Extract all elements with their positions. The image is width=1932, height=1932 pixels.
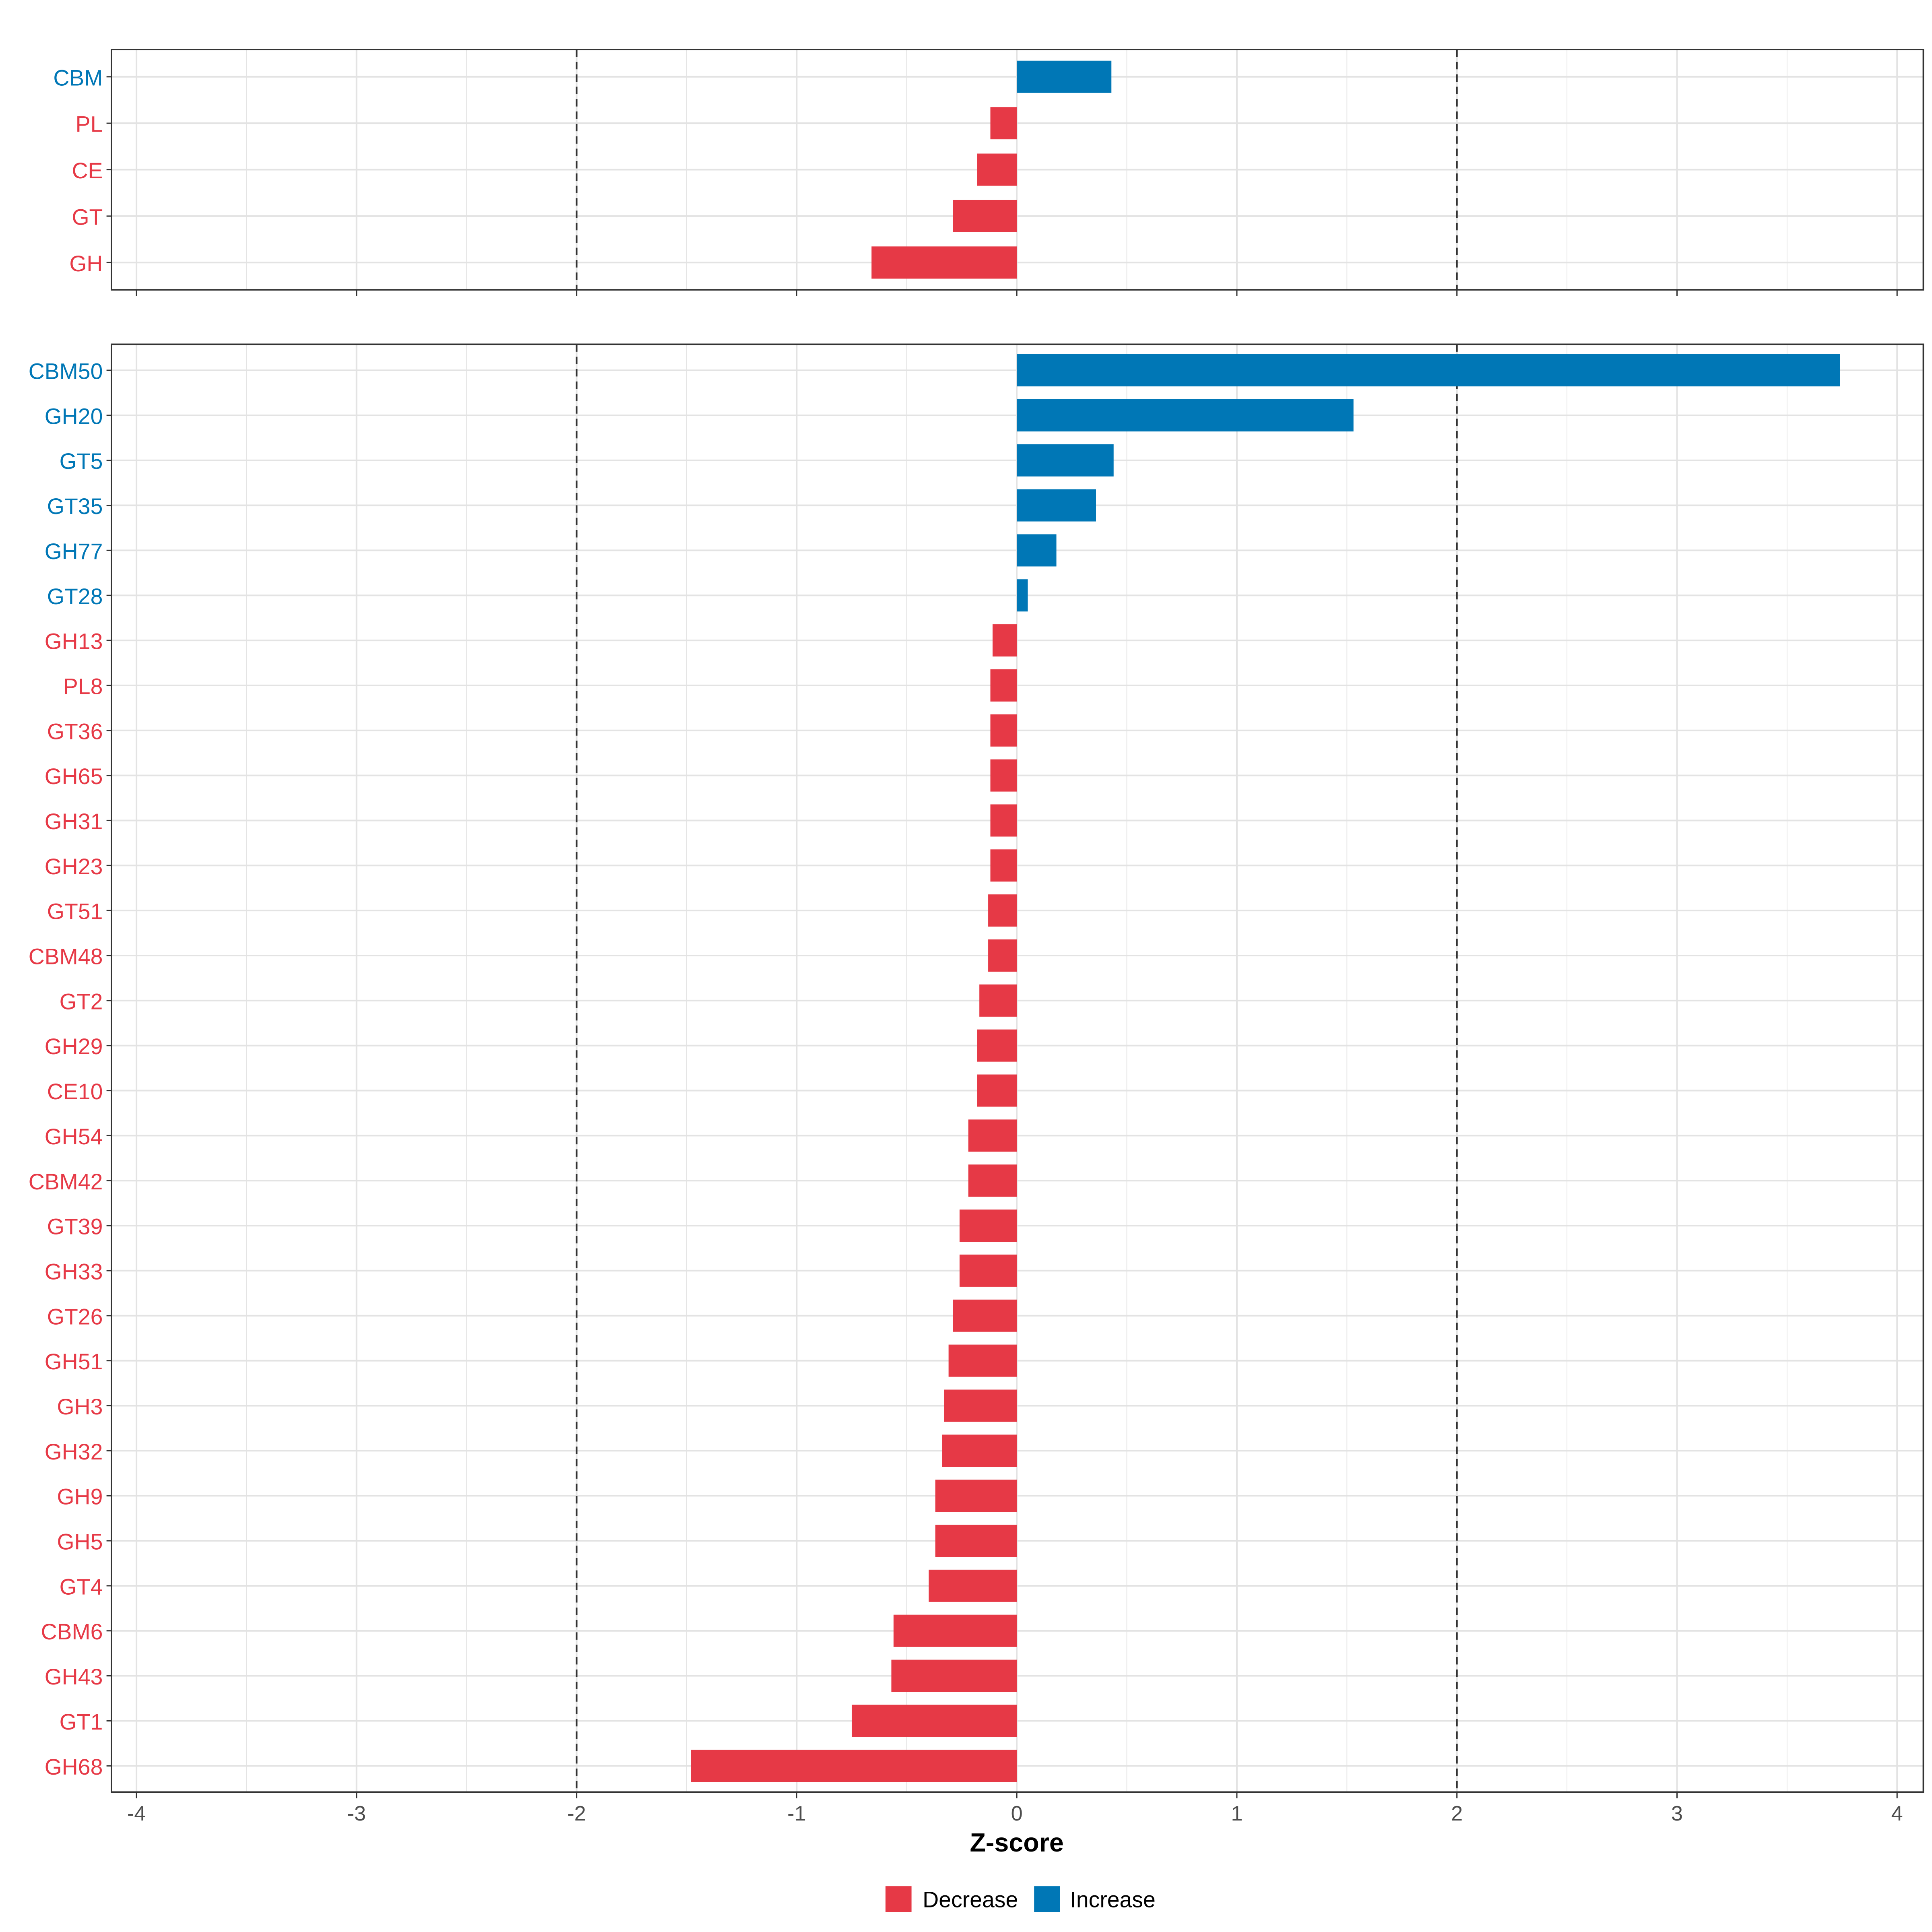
category-label: GH32 bbox=[45, 1439, 103, 1464]
bar-GH23 bbox=[990, 849, 1017, 882]
x-tick-label: 0 bbox=[1011, 1802, 1023, 1825]
category-label: CBM bbox=[53, 65, 103, 90]
category-label: GH3 bbox=[57, 1394, 103, 1419]
bar-GT1 bbox=[852, 1705, 1017, 1737]
bar-GH77 bbox=[1017, 534, 1057, 567]
category-label: GH9 bbox=[57, 1484, 103, 1509]
category-label: CBM6 bbox=[41, 1619, 103, 1644]
category-label: GH31 bbox=[45, 809, 103, 834]
bar-GH5 bbox=[935, 1525, 1017, 1557]
category-label: GT1 bbox=[60, 1709, 103, 1734]
x-tick-label: 3 bbox=[1671, 1802, 1683, 1825]
category-label: GH bbox=[69, 251, 103, 276]
bar-GT36 bbox=[990, 714, 1017, 747]
category-label: CE bbox=[72, 158, 103, 183]
bar-GH43 bbox=[891, 1660, 1017, 1692]
panel-bottom: CBM50 GH20 GT5 GT35 GH77 GT28 GH13 PL8 GT36 GH65 G… bbox=[29, 343, 1924, 1798]
bar-CBM bbox=[1017, 60, 1112, 93]
bar-GT28 bbox=[1017, 579, 1028, 612]
bar-GH68 bbox=[691, 1750, 1017, 1782]
x-tick-label: -2 bbox=[567, 1802, 586, 1825]
x-tick-label: 2 bbox=[1451, 1802, 1463, 1825]
bar-GH31 bbox=[990, 804, 1017, 837]
category-label: GT2 bbox=[60, 989, 103, 1014]
category-label: PL8 bbox=[63, 674, 103, 699]
legend-swatch-decrease bbox=[886, 1886, 912, 1912]
x-tick-label: -1 bbox=[787, 1802, 806, 1825]
category-label: GT36 bbox=[47, 719, 103, 744]
category-label: PL bbox=[76, 112, 103, 137]
category-label: CBM50 bbox=[29, 359, 103, 384]
bar-GH3 bbox=[944, 1389, 1017, 1422]
bar-GT26 bbox=[953, 1299, 1017, 1332]
bar-GH54 bbox=[968, 1119, 1017, 1152]
category-label: GT39 bbox=[47, 1214, 103, 1239]
x-tick-label: -3 bbox=[347, 1802, 366, 1825]
category-label: GH5 bbox=[57, 1530, 103, 1554]
category-label: GH43 bbox=[45, 1664, 103, 1689]
category-label: GH68 bbox=[45, 1754, 103, 1779]
bar-PL8 bbox=[990, 669, 1017, 702]
bar-GT4 bbox=[929, 1569, 1017, 1602]
bar-GH20 bbox=[1017, 399, 1354, 431]
category-label: CBM42 bbox=[29, 1169, 103, 1194]
bar-GT2 bbox=[979, 984, 1017, 1017]
category-label: GH23 bbox=[45, 854, 103, 879]
bar-GH32 bbox=[942, 1435, 1017, 1467]
category-label: GH77 bbox=[45, 539, 103, 564]
category-label: GT51 bbox=[47, 899, 103, 924]
x-tick-label: -4 bbox=[127, 1802, 146, 1825]
bar-GT51 bbox=[988, 894, 1017, 927]
bar-GH bbox=[871, 246, 1017, 279]
category-label: GT5 bbox=[60, 449, 103, 474]
x-tick-label: 4 bbox=[1891, 1802, 1903, 1825]
category-label: CE10 bbox=[47, 1079, 103, 1104]
bar-PL bbox=[990, 107, 1017, 140]
legend-label-decrease: Decrease bbox=[923, 1887, 1018, 1912]
bar-CBM6 bbox=[893, 1614, 1017, 1647]
panel-top: CBM PL CE GT GH bbox=[53, 49, 1924, 296]
category-label: GH54 bbox=[45, 1124, 103, 1149]
category-label: GH65 bbox=[45, 764, 103, 789]
x-tick-label: 1 bbox=[1231, 1802, 1243, 1825]
bar-GT5 bbox=[1017, 444, 1114, 477]
category-label: GT35 bbox=[47, 494, 103, 519]
bar-CBM50 bbox=[1017, 354, 1840, 386]
legend-swatch-increase bbox=[1034, 1886, 1060, 1912]
bar-GH33 bbox=[959, 1254, 1017, 1287]
bar-CE10 bbox=[977, 1074, 1017, 1107]
bar-GT39 bbox=[959, 1210, 1017, 1242]
bar-GH51 bbox=[948, 1344, 1017, 1377]
category-label: GT28 bbox=[47, 584, 103, 609]
bar-CBM42 bbox=[968, 1164, 1017, 1197]
bar-GH29 bbox=[977, 1029, 1017, 1062]
legend-label-increase: Increase bbox=[1070, 1887, 1155, 1912]
category-label: GH29 bbox=[45, 1034, 103, 1059]
category-label: GH13 bbox=[45, 629, 103, 654]
category-label: GH51 bbox=[45, 1349, 103, 1374]
category-label: CBM48 bbox=[29, 944, 103, 969]
bar-GH9 bbox=[935, 1480, 1017, 1512]
legend: Decrease Increase bbox=[886, 1886, 1156, 1912]
bar-GH13 bbox=[993, 624, 1017, 657]
bar-GH65 bbox=[990, 759, 1017, 792]
x-axis-title: Z-score bbox=[970, 1828, 1063, 1857]
bar-GT bbox=[953, 200, 1017, 232]
bar-GT35 bbox=[1017, 489, 1096, 522]
category-label: GT4 bbox=[60, 1574, 103, 1599]
category-label: GH20 bbox=[45, 404, 103, 429]
bar-CE bbox=[977, 153, 1017, 186]
category-label: GT bbox=[72, 204, 103, 229]
category-label: GH33 bbox=[45, 1259, 103, 1284]
bar-CBM48 bbox=[988, 939, 1017, 972]
category-label: GT26 bbox=[47, 1304, 103, 1329]
